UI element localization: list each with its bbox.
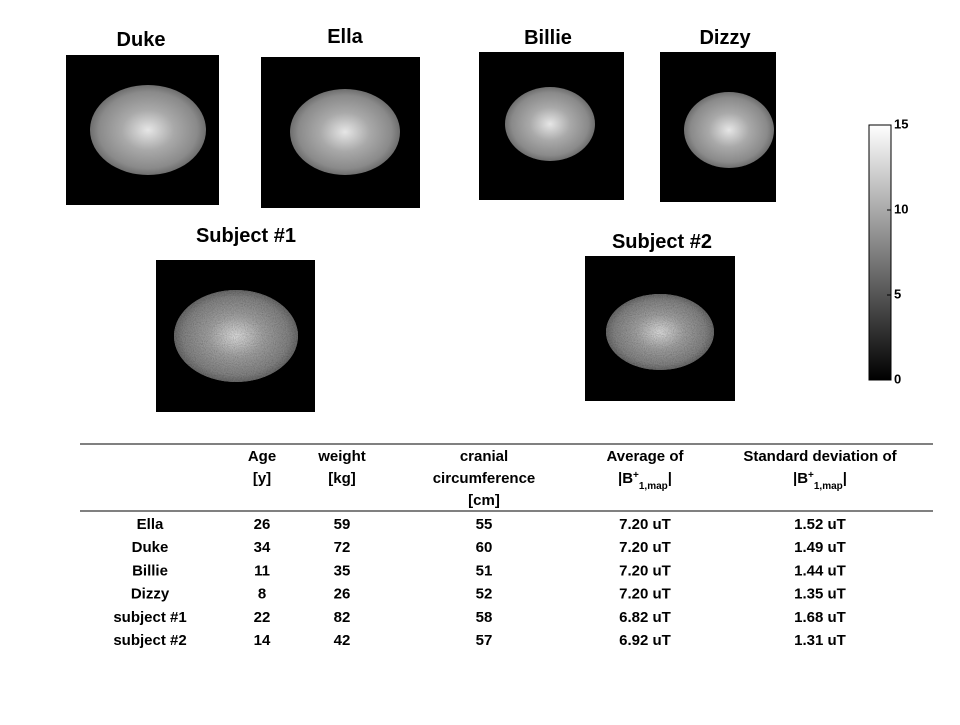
table-cell: 59 xyxy=(334,516,351,533)
table-cell: 52 xyxy=(476,586,493,603)
panel-label: Subject #2 xyxy=(612,231,712,253)
table-cell: 7.20 uT xyxy=(619,562,671,579)
panel-dizzy: Dizzy xyxy=(660,27,776,202)
header-cell: [y] xyxy=(253,470,271,487)
header-cell: cranial xyxy=(460,448,508,465)
table-cell: subject #1 xyxy=(113,609,186,626)
table-cell: 1.68 uT xyxy=(794,609,846,626)
header-cell: [kg] xyxy=(328,470,356,487)
header-text: | xyxy=(668,470,672,487)
table-cell: 34 xyxy=(254,539,271,556)
table-cell: subject #2 xyxy=(113,632,186,649)
colorbar-tick-label: 10 xyxy=(894,201,908,216)
header-text: + xyxy=(633,470,639,481)
table-cell: Billie xyxy=(132,562,168,579)
panel-label: Ella xyxy=(327,26,363,48)
panel-label: Subject #1 xyxy=(196,225,296,247)
header-cell: Age xyxy=(248,448,276,465)
table-cell: 6.92 uT xyxy=(619,632,671,649)
table-cell: 6.82 uT xyxy=(619,609,671,626)
table-cell: 55 xyxy=(476,516,493,533)
colorbar: 0 5 10 15 xyxy=(868,116,908,386)
header-text: | xyxy=(843,470,847,487)
table-cell: 57 xyxy=(476,632,493,649)
header-text: + xyxy=(808,470,814,481)
header-text: 1,map xyxy=(639,481,668,492)
header-text: |B xyxy=(793,470,808,487)
table-cell: 26 xyxy=(334,586,351,603)
table-cell: 26 xyxy=(254,516,271,533)
table-cell: 51 xyxy=(476,562,493,579)
header-text: |B xyxy=(618,470,633,487)
panel-subject-2: Subject #2 xyxy=(585,231,735,401)
panel-label: Dizzy xyxy=(699,27,751,49)
table-cell: 7.20 uT xyxy=(619,516,671,533)
panel-ella: Ella xyxy=(261,26,420,208)
table-cell: 72 xyxy=(334,539,351,556)
header-cell: circumference xyxy=(433,470,536,487)
header-text: 1,map xyxy=(814,481,843,492)
table-cell: 35 xyxy=(334,562,351,579)
header-cell: |B+1,map| xyxy=(793,470,847,492)
table-cell: 22 xyxy=(254,609,271,626)
table-cell: 82 xyxy=(334,609,351,626)
header-cell: Average of xyxy=(607,448,685,465)
header-cell: |B+1,map| xyxy=(618,470,672,492)
table-cell: 1.52 uT xyxy=(794,516,846,533)
table-cell: 1.44 uT xyxy=(794,562,846,579)
colorbar-tick-label: 5 xyxy=(894,286,901,301)
table: Age [y] weight [kg] cranial circumference [cm]… xyxy=(80,443,933,649)
colorbar-tick-label: 15 xyxy=(894,116,908,131)
table-cell: 1.31 uT xyxy=(794,632,846,649)
table-cell: 8 xyxy=(258,586,266,603)
header-cell: weight xyxy=(317,448,366,465)
header-cell: Standard deviation of xyxy=(743,448,897,465)
panel-duke: Duke xyxy=(66,29,219,205)
table-cell: 58 xyxy=(476,609,493,626)
table-cell: Duke xyxy=(132,539,169,556)
table-cell: 1.49 uT xyxy=(794,539,846,556)
panel-label: Duke xyxy=(117,29,166,51)
panel-subject-1: Subject #1 xyxy=(156,225,315,412)
colorbar-tick-label: 0 xyxy=(894,371,901,386)
table-cell: 11 xyxy=(254,562,270,579)
table-cell: 1.35 uT xyxy=(794,586,846,603)
header-cell: [cm] xyxy=(468,492,500,509)
table-cell: 7.20 uT xyxy=(619,586,671,603)
table-cell: Ella xyxy=(137,516,164,533)
table-cell: 60 xyxy=(476,539,493,556)
panel-label: Billie xyxy=(524,27,572,49)
table-cell: 42 xyxy=(334,632,351,649)
table-cell: 7.20 uT xyxy=(619,539,671,556)
table-cell: Dizzy xyxy=(131,586,170,603)
table-cell: 14 xyxy=(254,632,271,649)
panel-billie: Billie xyxy=(479,27,624,200)
